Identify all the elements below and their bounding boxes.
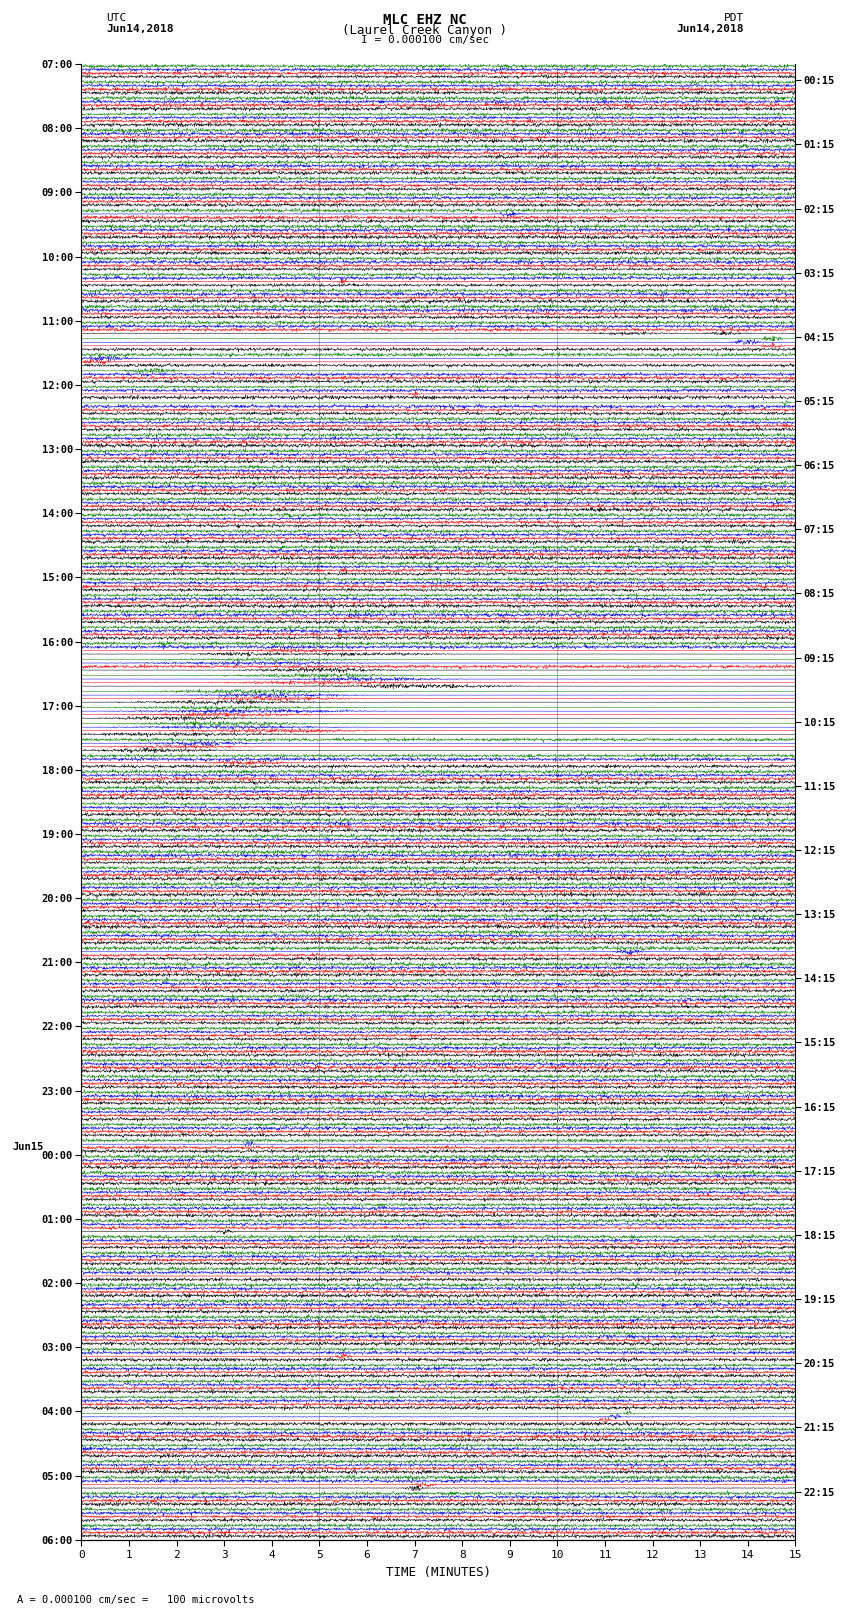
- Text: Jun14,2018: Jun14,2018: [106, 24, 173, 34]
- Text: A = 0.000100 cm/sec =   100 microvolts: A = 0.000100 cm/sec = 100 microvolts: [17, 1595, 254, 1605]
- X-axis label: TIME (MINUTES): TIME (MINUTES): [386, 1566, 491, 1579]
- Text: Jun15: Jun15: [12, 1142, 43, 1152]
- Text: UTC: UTC: [106, 13, 127, 23]
- Text: I = 0.000100 cm/sec: I = 0.000100 cm/sec: [361, 35, 489, 45]
- Text: MLC EHZ NC: MLC EHZ NC: [383, 13, 467, 27]
- Text: (Laurel Creek Canyon ): (Laurel Creek Canyon ): [343, 24, 507, 37]
- Text: PDT: PDT: [723, 13, 744, 23]
- Text: Jun14,2018: Jun14,2018: [677, 24, 744, 34]
